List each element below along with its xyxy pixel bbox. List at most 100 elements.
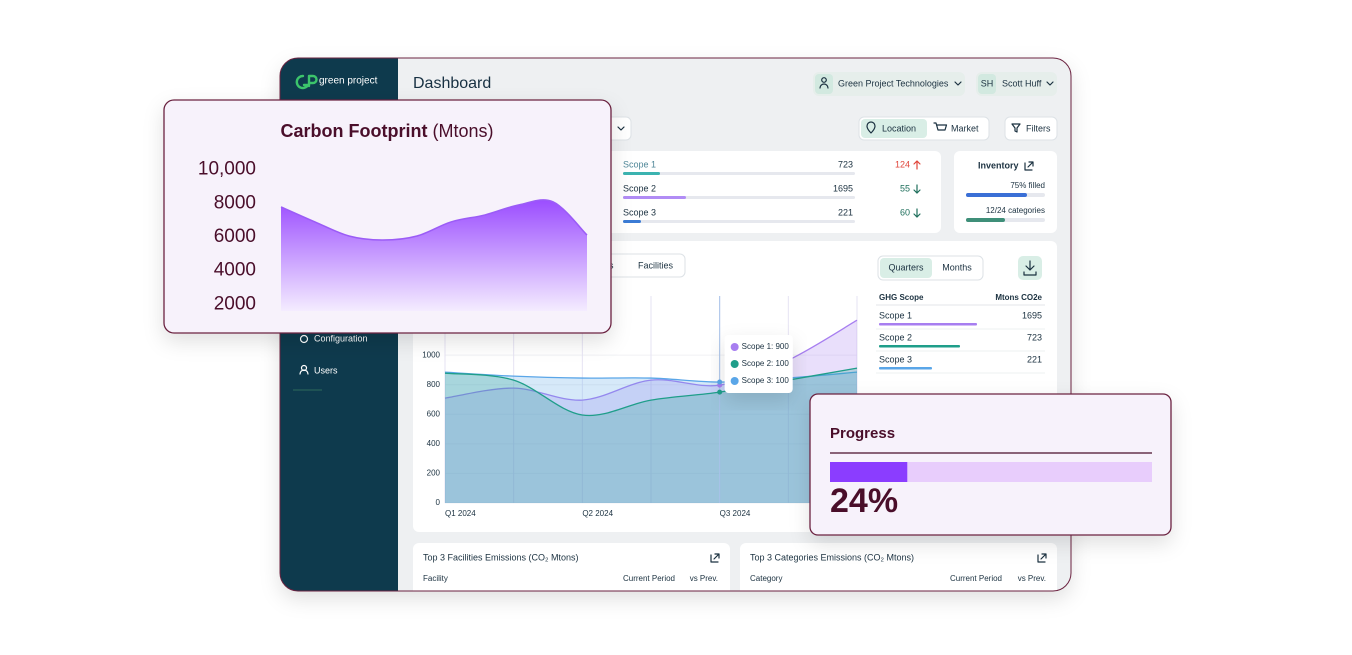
scope-track bbox=[623, 172, 855, 175]
title-unit: (Mtons) bbox=[432, 121, 493, 141]
scope-name: Scope 1 bbox=[623, 159, 656, 169]
column-header: Category bbox=[750, 574, 782, 583]
toggle-label[interactable]: Location bbox=[882, 123, 916, 133]
chevron bbox=[617, 126, 625, 131]
y-tick-label: 6000 bbox=[214, 226, 256, 247]
config-icon bbox=[299, 334, 309, 344]
filter-icon bbox=[1011, 123, 1021, 133]
progress-value: 24% bbox=[830, 482, 898, 520]
y-tick-label: 600 bbox=[427, 409, 441, 418]
categories-card bbox=[740, 543, 1057, 591]
area bbox=[281, 199, 587, 311]
column-header: Facility bbox=[423, 574, 448, 583]
column-header: vs Prev. bbox=[1018, 574, 1046, 583]
tooltip-text: Scope 3: 100 bbox=[742, 376, 790, 385]
chevron bbox=[1046, 81, 1054, 86]
scope-change: 60 bbox=[900, 207, 910, 217]
row-name: Scope 3 bbox=[879, 354, 912, 364]
area bbox=[445, 372, 857, 503]
logo-text: green project bbox=[319, 76, 378, 87]
cart-icon bbox=[933, 122, 948, 131]
scope-rows: Scope 1 723 124 Scope 2 1695 55 Scope 3 221 60 bbox=[623, 159, 921, 223]
tooltip-dot bbox=[730, 360, 739, 368]
tab[interactable]: Facilities bbox=[638, 260, 674, 270]
toggle-label[interactable]: Market bbox=[951, 123, 979, 133]
tooltip-text: Scope 2: 100 bbox=[742, 359, 790, 368]
scope-change: 55 bbox=[900, 183, 910, 193]
y-tick-label: 4000 bbox=[214, 260, 256, 281]
row-bar bbox=[879, 323, 977, 326]
title-text: Carbon Footprint bbox=[281, 121, 428, 141]
y-tick-label: 400 bbox=[427, 439, 441, 448]
logo-icon bbox=[295, 74, 310, 90]
row-value: 221 bbox=[1027, 354, 1042, 364]
progress-fill bbox=[966, 218, 1005, 222]
scope-track bbox=[623, 220, 855, 223]
x-tick-label: Q1 2024 bbox=[445, 509, 476, 518]
column-header: vs Prev. bbox=[690, 574, 718, 583]
scope-fill bbox=[623, 172, 660, 175]
y-tick-label: 2000 bbox=[214, 293, 256, 314]
progress-fill bbox=[830, 462, 908, 482]
nav-item[interactable]: Configuration bbox=[314, 333, 368, 343]
tooltip-dot bbox=[730, 343, 739, 351]
line bbox=[280, 199, 588, 241]
toggle-active[interactable] bbox=[880, 258, 932, 278]
user-initials: SH bbox=[981, 78, 994, 88]
row-name: Scope 2 bbox=[879, 332, 912, 342]
table-header: Mtons CO2e bbox=[995, 293, 1042, 302]
inventory-categories: 12/24 categories bbox=[986, 206, 1045, 215]
scope-value: 1695 bbox=[833, 183, 853, 193]
column-header: Current Period bbox=[623, 574, 675, 583]
chevron bbox=[954, 81, 962, 86]
external-icon[interactable] bbox=[710, 553, 720, 563]
toggle-active[interactable] bbox=[861, 119, 927, 138]
inventory-card bbox=[954, 151, 1057, 233]
external-icon[interactable] bbox=[1037, 553, 1047, 563]
y-tick-label: 8000 bbox=[214, 192, 256, 213]
download-icon bbox=[1023, 260, 1037, 276]
tooltip-text: Scope 1: 900 bbox=[742, 342, 790, 351]
external-icon[interactable] bbox=[1024, 161, 1034, 171]
area bbox=[445, 320, 857, 503]
row-value: 1695 bbox=[1022, 310, 1042, 320]
facilities-card bbox=[413, 543, 730, 591]
trend-arrow bbox=[913, 184, 921, 194]
row-name: Scope 1 bbox=[879, 310, 912, 320]
org-icon bbox=[819, 77, 829, 89]
y-tick-label: 800 bbox=[427, 380, 441, 389]
card-title: Top 3 Facilities Emissions (CO₂ Mtons) bbox=[423, 552, 579, 562]
y-tick-label: 1000 bbox=[422, 350, 440, 359]
toggle-label[interactable]: Months bbox=[942, 262, 972, 272]
button-label[interactable]: Filters bbox=[1026, 123, 1051, 133]
filters-button[interactable] bbox=[1004, 116, 1058, 141]
scope-fill bbox=[623, 220, 641, 223]
nav-item[interactable]: Users bbox=[314, 365, 338, 375]
scope-change: 124 bbox=[895, 159, 910, 169]
y-tick-label: 200 bbox=[427, 469, 441, 478]
hover-dot bbox=[717, 389, 723, 395]
logo-icon bbox=[307, 74, 318, 88]
tooltip-dot bbox=[730, 377, 739, 385]
trend-arrow bbox=[913, 160, 921, 170]
scope-name: Scope 3 bbox=[623, 207, 656, 217]
x-tick-label: Q2 2024 bbox=[582, 509, 613, 518]
hover-dot bbox=[717, 379, 723, 385]
y-tick-label: 10,000 bbox=[198, 159, 256, 180]
org-name: Green Project Technologies bbox=[838, 78, 949, 88]
org-selector[interactable] bbox=[813, 72, 965, 96]
scope-value: 221 bbox=[838, 207, 853, 217]
scope-fill bbox=[623, 196, 686, 199]
user-menu[interactable] bbox=[976, 72, 1057, 96]
row-bar bbox=[879, 367, 932, 370]
progress-track bbox=[830, 462, 1152, 482]
toggle-label[interactable]: Quarters bbox=[888, 262, 924, 272]
row-bar bbox=[879, 345, 960, 348]
carbon-chart: 10,000 8000 6000 4000 2000 bbox=[198, 159, 588, 314]
pin-icon bbox=[866, 121, 876, 134]
x-tick-label: Q3 2024 bbox=[720, 509, 751, 518]
row-value: 723 bbox=[1027, 332, 1042, 342]
carbon-title: Carbon Footprint (Mtons) bbox=[281, 121, 494, 141]
